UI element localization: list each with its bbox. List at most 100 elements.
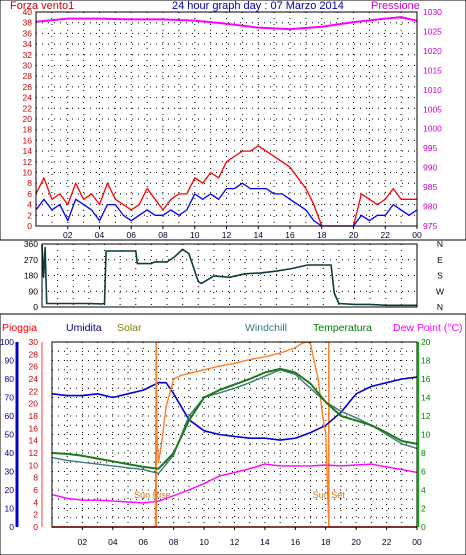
temperature-tick-label: 6 (421, 467, 426, 477)
left-y-tick-label: 2 (27, 210, 32, 220)
rain-tick-label: 12 (29, 448, 39, 458)
wind-pressure-panel: Forza vento1 24 hour graph day : 07 Marz… (0, 0, 466, 241)
temperature-tick-label: 8 (421, 448, 426, 458)
left-y-tick-label: 24 (23, 93, 33, 103)
humidity-tick-label: 20 (5, 485, 15, 495)
left-y-tick-label: 28 (23, 71, 33, 81)
left-y-tick-label: 40 (23, 7, 33, 17)
humidity-tick-label: 60 (5, 411, 15, 421)
rain-tick-label: 22 (29, 386, 39, 396)
left-y-tick-label: 32 (23, 50, 33, 60)
y-tick-label: 0 (33, 302, 38, 312)
rain-tick-label: 18 (29, 411, 39, 421)
x-tick-label: 02 (78, 537, 88, 547)
chart-title: 24 hour graph day : 07 Marzo 2014 (172, 0, 344, 12)
x-tick-label: 08 (169, 537, 179, 547)
right-y-tick-label: 975 (423, 221, 437, 231)
x-tick-label: 16 (291, 537, 301, 547)
left-y-tick-label: 6 (27, 189, 32, 199)
panel-frame (0, 0, 466, 241)
rain-tick-label: 4 (33, 497, 38, 507)
x-tick-label: 00 (412, 230, 422, 240)
series-temperature-line (51, 367, 418, 470)
humidity-tick-label: 40 (5, 448, 15, 458)
y-tick-label: 360 (24, 239, 38, 249)
series-windchill-line (51, 369, 418, 475)
rain-tick-label: 28 (29, 349, 39, 359)
plot-area (41, 243, 418, 308)
rain-header: Pioggia (2, 322, 37, 334)
left-y-tick-label: 36 (23, 28, 33, 38)
x-tick-label: 22 (382, 537, 392, 547)
series-dewpoint-line (51, 463, 418, 504)
series-direction-line (41, 244, 417, 307)
left-y-tick-label: 18 (23, 125, 33, 135)
rain-tick-label: 8 (33, 473, 38, 483)
left-axis-title: Forza vento1 (10, 0, 74, 12)
right-y-tick-label: 1025 (423, 26, 442, 36)
series-solar-line (52, 341, 417, 528)
gridlines (42, 244, 417, 307)
rain-tick-label: 26 (29, 362, 39, 372)
right-y-tick-label: 1005 (423, 104, 442, 114)
x-tick-label: 08 (158, 230, 168, 240)
rain-tick-label: 6 (33, 485, 38, 495)
right-y-tick-label: 1010 (423, 85, 442, 95)
right-y-tick-label: 985 (423, 182, 437, 192)
left-y-tick-label: 0 (27, 221, 32, 231)
windchill-header: Windchill (245, 322, 287, 334)
x-tick-label: 06 (127, 230, 137, 240)
x-tick-label: 18 (317, 230, 327, 240)
left-y-tick-label: 38 (23, 18, 33, 28)
x-tick-label: 04 (108, 537, 118, 547)
temperature-tick-label: 4 (421, 485, 426, 495)
left-y-tick-label: 26 (23, 82, 33, 92)
right-y-tick-label: 980 (423, 202, 437, 212)
rain-tick-label: 16 (29, 423, 39, 433)
x-tick-label: 22 (381, 230, 391, 240)
left-y-tick-label: 22 (23, 103, 33, 113)
compass-label: S (437, 271, 443, 281)
compass-label: N (437, 302, 443, 312)
x-tick-label: 10 (190, 230, 200, 240)
solar-header: Solar (117, 322, 142, 334)
humidity-tick-label: 100 (0, 337, 14, 347)
humidity-tick-label: 70 (5, 393, 15, 403)
temperature-tick-label: 2 (421, 504, 426, 514)
x-tick-label: 20 (349, 230, 359, 240)
x-tick-label: 12 (222, 230, 232, 240)
x-tick-label: 04 (95, 230, 105, 240)
series-humidity-line (51, 376, 418, 441)
left-y-tick-label: 4 (27, 200, 32, 210)
temperature-tick-label: 0 (421, 522, 426, 532)
humidity-tick-label: 50 (5, 430, 15, 440)
left-y-tick-label: 14 (23, 146, 33, 156)
temperature-tick-label: 18 (421, 356, 431, 366)
temperature-tick-label: 12 (421, 411, 431, 421)
temperature-header: Temperatura (313, 322, 372, 334)
right-y-tick-label: 990 (423, 163, 437, 173)
humidity-tick-label: 90 (5, 356, 15, 366)
x-tick-label: 16 (285, 230, 295, 240)
humidity-tick-label: 80 (5, 374, 15, 384)
y-tick-label: 180 (24, 271, 38, 281)
dewpoint-header: Dew Point (°C) (393, 322, 463, 334)
temperature-tick-label: 16 (421, 374, 431, 384)
left-y-tick-label: 30 (23, 61, 33, 71)
axis-ticks: 0102030405060708090100024681012141618202… (0, 337, 431, 547)
right-y-tick-label: 1030 (423, 7, 442, 17)
rain-tick-label: 0 (33, 522, 38, 532)
axis-ticks: 0246810121416182022242628303234363840975… (23, 7, 443, 240)
rain-tick-label: 2 (33, 510, 38, 520)
rain-tick-label: 20 (29, 399, 39, 409)
compass-label: E (437, 255, 443, 265)
humidity-tick-label: 10 (5, 504, 15, 514)
rain-tick-label: 10 (29, 460, 39, 470)
right-y-tick-label: 995 (423, 143, 437, 153)
y-tick-label: 270 (24, 255, 38, 265)
x-tick-label: 00 (412, 537, 422, 547)
x-tick-label: 20 (351, 537, 361, 547)
